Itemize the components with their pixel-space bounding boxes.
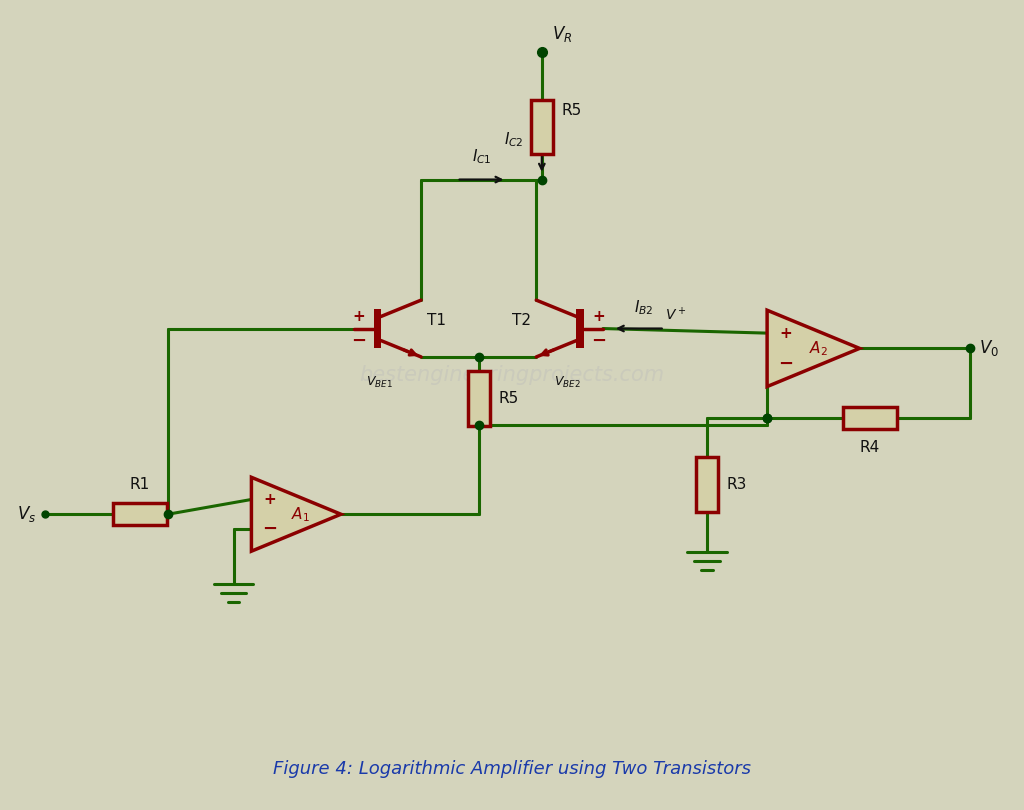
Text: $I_{C2}$: $I_{C2}$ (504, 130, 524, 149)
Bar (843, 407, 897, 428)
Text: Figure 4: Logarithmic Amplifier using Two Transistors: Figure 4: Logarithmic Amplifier using Tw… (273, 761, 751, 778)
Text: +: + (352, 309, 366, 324)
Text: $I_{B2}$: $I_{B2}$ (634, 298, 653, 317)
Text: R5: R5 (562, 103, 582, 118)
Text: +: + (263, 492, 275, 507)
Text: $V^+$: $V^+$ (665, 306, 686, 323)
Text: $A_1$: $A_1$ (291, 505, 310, 523)
Text: +: + (779, 326, 792, 341)
Text: −: − (778, 355, 794, 373)
Bar (468, 371, 489, 426)
Text: $V_R$: $V_R$ (552, 24, 572, 45)
Text: $I_{C1}$: $I_{C1}$ (472, 147, 492, 166)
Bar (374, 309, 381, 348)
Text: +: + (592, 309, 605, 324)
Bar (577, 309, 584, 348)
Text: $V_{BE2}$: $V_{BE2}$ (554, 375, 581, 390)
Polygon shape (767, 310, 859, 386)
Text: $V_{BE1}$: $V_{BE1}$ (366, 375, 392, 390)
Text: bestengineeringprojects.com: bestengineeringprojects.com (359, 365, 665, 386)
Bar (530, 100, 553, 154)
Bar (696, 457, 718, 512)
Polygon shape (252, 477, 341, 551)
Text: −: − (262, 520, 276, 538)
Text: −: − (591, 331, 606, 350)
Text: R1: R1 (130, 477, 151, 492)
Text: T1: T1 (427, 313, 445, 328)
Text: R4: R4 (860, 440, 881, 454)
Text: −: − (351, 331, 367, 350)
Text: T2: T2 (512, 313, 530, 328)
Text: $A_2$: $A_2$ (809, 339, 827, 358)
Text: R5: R5 (499, 391, 519, 406)
Bar (113, 503, 167, 525)
Text: $V_s$: $V_s$ (17, 505, 37, 524)
Text: $V_0$: $V_0$ (979, 339, 999, 358)
Text: R3: R3 (727, 477, 748, 492)
